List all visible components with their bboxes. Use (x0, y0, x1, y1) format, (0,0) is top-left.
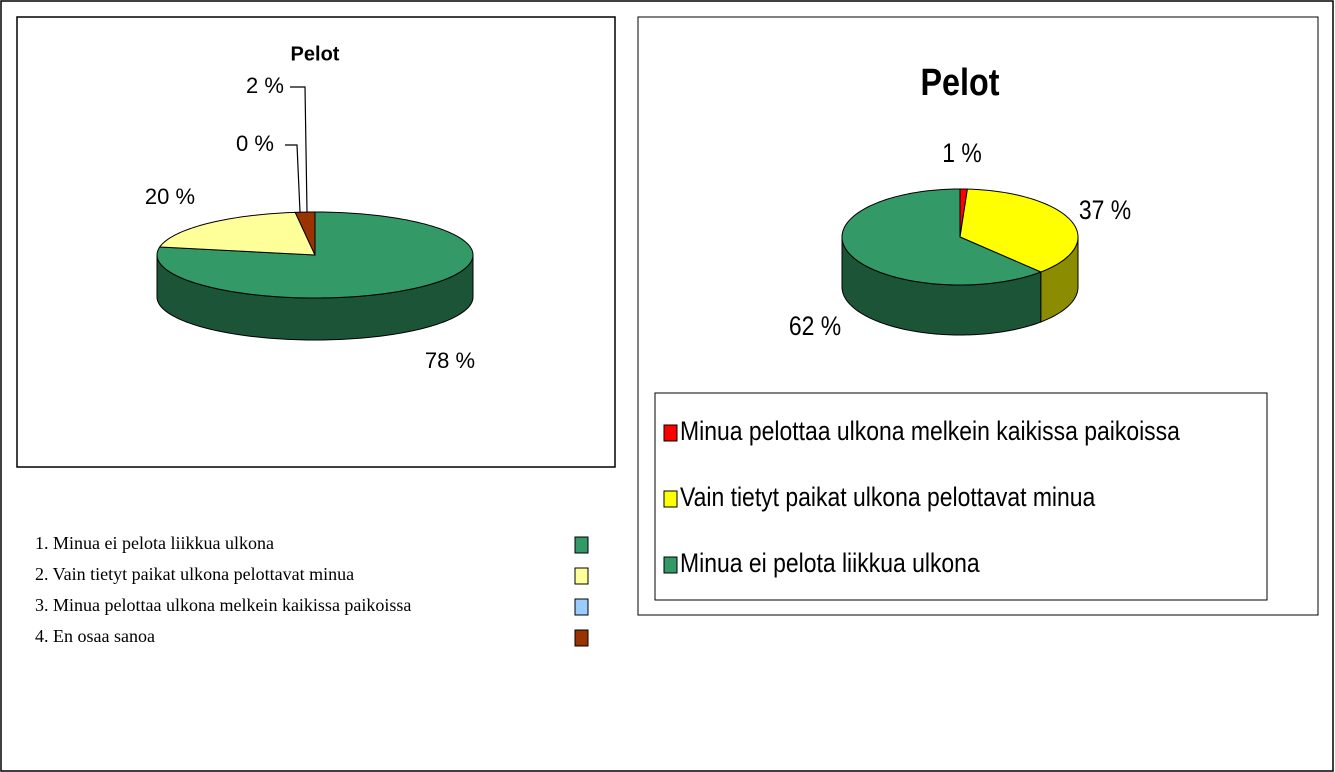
legend-swatch (574, 567, 589, 585)
legend-label: Minua pelottaa ulkona melkein kaikissa p… (680, 416, 1180, 446)
legend-swatch (574, 598, 589, 616)
legend-swatch (663, 556, 678, 574)
data-label: 0 % (236, 131, 274, 156)
data-label: 78 % (425, 348, 475, 373)
leader-line (290, 86, 308, 213)
data-label: 37 % (1079, 195, 1131, 225)
data-label: 1 % (942, 138, 982, 168)
legend-swatch (663, 490, 678, 508)
data-label: 62 % (789, 311, 841, 341)
legend-swatch (574, 629, 589, 647)
pie-slice (959, 188, 1079, 273)
pie-slice (841, 188, 1043, 286)
legend-label: 2. Vain tietyt paikat ulkona pelottavat … (35, 564, 354, 584)
legend-swatch (574, 536, 589, 554)
legend-box (654, 392, 1268, 601)
data-label: 20 % (145, 184, 195, 209)
data-label: 2 % (246, 73, 284, 98)
legend-label: 3. Minua pelottaa ulkona melkein kaikiss… (35, 595, 411, 615)
pie-slice (294, 211, 316, 256)
legend-label: 1. Minua ei pelota liikkua ulkona (35, 533, 274, 553)
leader-line (285, 144, 301, 213)
legend-label: Vain tietyt paikat ulkona pelottavat min… (680, 482, 1095, 512)
legend-swatch (663, 424, 678, 442)
chart-title: Pelot (291, 43, 340, 65)
chart-title: Pelot (921, 62, 1000, 104)
legend-label: Minua ei pelota liikkua ulkona (680, 548, 980, 578)
legend-label: 4. En osaa sanoa (35, 626, 155, 646)
pie-slice (158, 211, 316, 256)
